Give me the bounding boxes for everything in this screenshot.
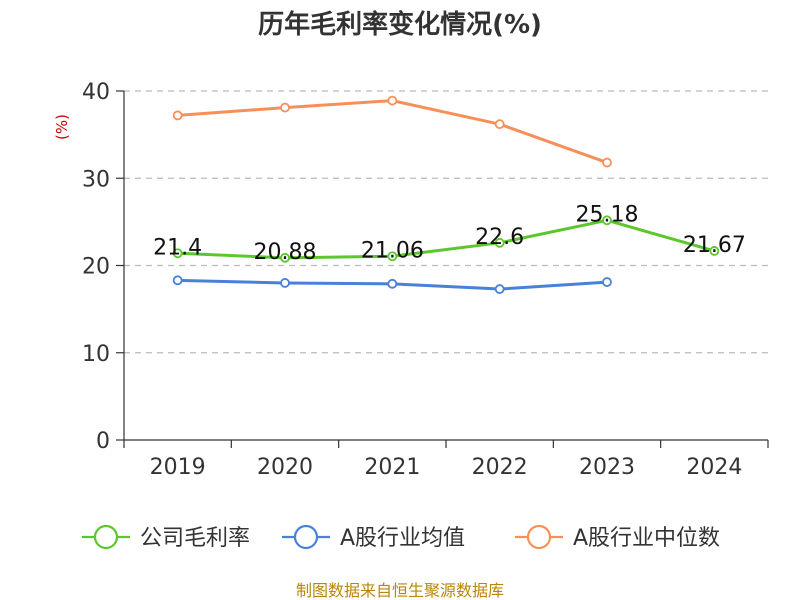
data-point — [280, 278, 290, 288]
legend-marker — [526, 524, 552, 550]
data-label: 22.6 — [475, 225, 524, 250]
legend-marker — [293, 524, 319, 550]
data-label: 25.18 — [576, 202, 639, 227]
data-point — [172, 248, 183, 259]
legend-label: A股行业均值 — [340, 526, 465, 551]
data-point — [172, 275, 183, 286]
data-point — [280, 252, 290, 263]
x-tick-label: 2024 — [686, 455, 742, 480]
data-label: 20.88 — [254, 240, 317, 265]
series-line — [177, 99, 608, 164]
legend-item: 公司毛利率 — [82, 524, 250, 551]
legend-label: A股行业中位数 — [573, 526, 720, 551]
y-tick-label: 0 — [96, 429, 110, 454]
data-point — [602, 157, 612, 168]
data-point — [494, 237, 505, 248]
y-tick-label: 10 — [82, 342, 110, 367]
grid-lines — [124, 90, 768, 354]
data-point — [172, 110, 183, 121]
legend-item: A股行业均值 — [282, 524, 465, 551]
data-label: 21.4 — [153, 235, 202, 260]
y-axis-unit: (%) — [53, 114, 71, 140]
y-tick-label: 30 — [82, 167, 110, 192]
legend-marker — [93, 524, 119, 550]
data-point — [387, 251, 398, 262]
data-point — [709, 246, 720, 256]
x-tick-label: 2022 — [472, 455, 528, 480]
source-note: 制图数据来自恒生聚源数据库 — [296, 581, 504, 600]
x-tick-label: 2020 — [257, 455, 313, 480]
series-line — [177, 218, 715, 260]
legend-item: A股行业中位数 — [515, 524, 720, 551]
data-labels: 21.4 20.88 21.06 22.6 25.18 21.67 — [153, 202, 746, 265]
chart-title: 历年毛利率变化情况(%) — [258, 9, 542, 40]
x-tick-label: 2019 — [150, 455, 206, 480]
data-point — [387, 95, 398, 106]
legend: 公司毛利率 A股行业均值 A股行业中位数 — [82, 524, 720, 551]
data-point — [602, 215, 612, 226]
x-tick-label: 2023 — [579, 455, 635, 480]
data-label: 21.06 — [361, 238, 424, 263]
data-point — [494, 284, 505, 294]
series-group — [172, 95, 720, 294]
y-tick-label: 20 — [82, 255, 110, 280]
legend-label: 公司毛利率 — [140, 526, 250, 551]
data-point — [494, 119, 505, 130]
y-tick-label: 40 — [82, 80, 110, 105]
data-point — [602, 277, 612, 287]
data-point — [387, 278, 398, 289]
data-label: 21.67 — [683, 233, 746, 258]
axes: 0 10 20 30 40 2019 2020 2021 2022 2023 2024 — [82, 80, 769, 480]
x-tick-label: 2021 — [364, 455, 420, 480]
data-point — [280, 102, 290, 113]
